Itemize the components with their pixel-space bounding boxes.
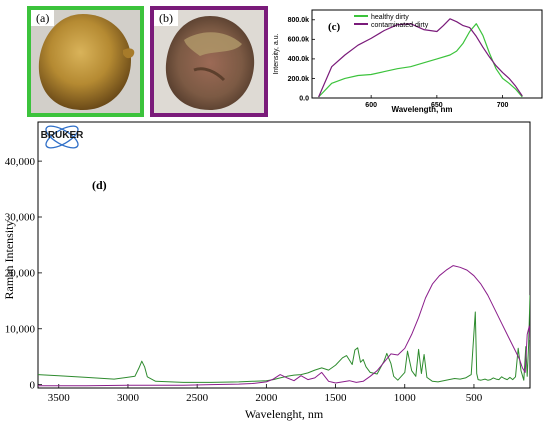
contaminated-pear-photo: (b) xyxy=(150,6,268,117)
y-tick-label: 20,000 xyxy=(5,268,36,280)
y-tick-label: 10,000 xyxy=(5,323,36,335)
x-tick-label: 650 xyxy=(431,102,443,109)
panel-b-label: (b) xyxy=(154,10,178,26)
panel-c-label: (c) xyxy=(328,21,341,33)
y-tick-label: 0 xyxy=(30,379,36,391)
fluorescence-plot-area xyxy=(311,9,543,99)
x-tick-label: 500 xyxy=(466,392,483,404)
healthy-pear-photo: (a) xyxy=(27,6,144,117)
x-tick-label: 1000 xyxy=(394,392,417,404)
bruker-logo-orbit-icon xyxy=(45,125,79,149)
y-tick-label: 600.0k xyxy=(288,37,310,44)
raman-chart: 0 10,000 20,000 30,000 40,000 3500 3000 2500 20… xyxy=(2,121,531,421)
x-tick-label: 2500 xyxy=(186,392,209,404)
fluorescence-chart: 0.0 200.0k 400.0k 600.0k 800.0k 600 650 700 he… xyxy=(273,9,543,114)
series-line-1 xyxy=(318,23,523,98)
contaminated-pear-image xyxy=(154,10,264,113)
x-tick-label: 600 xyxy=(365,102,377,109)
raman-x-axis-label: Wavelenght, nm xyxy=(245,407,324,421)
healthy-pear-image xyxy=(31,10,140,113)
series-line-2 xyxy=(318,18,523,98)
raman-y-axis-label: Raman Intensity xyxy=(2,221,16,300)
fluorescence-y-axis-label: Intensity, a.u. xyxy=(273,33,280,74)
bruker-logo-text: BRUKER xyxy=(41,130,85,141)
legend-label-healthy: healthy dirty xyxy=(371,14,409,21)
bruker-logo-orbit-icon-2 xyxy=(45,125,79,149)
legend-label-contaminated: contaminated dirty xyxy=(371,22,429,29)
x-tick-label: 1500 xyxy=(325,392,348,404)
y-tick-label: 400.0k xyxy=(288,56,310,63)
raman-plot-area xyxy=(37,121,531,389)
y-tick-label: 200.0k xyxy=(288,76,310,83)
y-tick-label: 30,000 xyxy=(5,212,36,224)
bruker-logo: BRUKER xyxy=(41,125,85,149)
y-tick-label: 0.0 xyxy=(299,95,309,102)
raman-chart-panel: 0 10,000 20,000 30,000 40,000 3500 3000 2500 20… xyxy=(0,120,550,426)
series-line-2 xyxy=(38,265,530,387)
x-tick-label: 3500 xyxy=(48,392,71,404)
fluorescence-x-axis-label: Wavelength, nm xyxy=(391,105,452,114)
y-tick-label: 40,000 xyxy=(5,156,36,168)
panel-a-label: (a) xyxy=(31,10,55,26)
x-tick-label: 700 xyxy=(497,102,509,109)
x-tick-label: 2000 xyxy=(255,392,278,404)
fluorescence-chart-panel: 0.0 200.0k 400.0k 600.0k 800.0k 600 650 700 he… xyxy=(272,4,550,118)
fluorescence-legend: healthy dirty contaminated dirty xyxy=(354,14,429,29)
x-tick-label: 3000 xyxy=(117,392,140,404)
y-tick-label: 800.0k xyxy=(288,17,310,24)
panel-d-label: (d) xyxy=(92,178,107,192)
series-line-1 xyxy=(38,295,530,383)
